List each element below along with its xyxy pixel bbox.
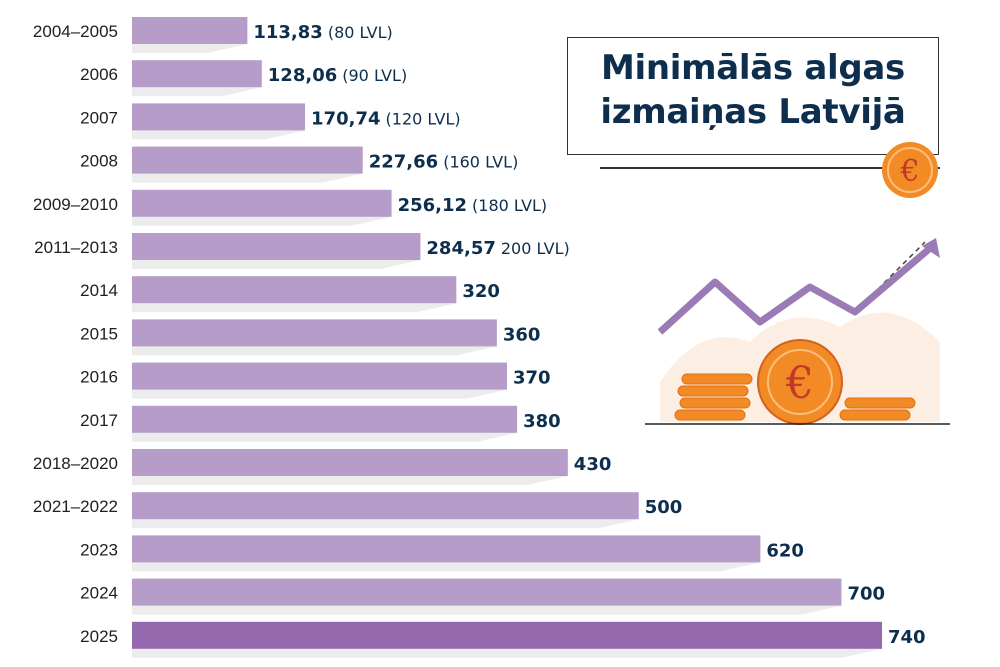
- bar: [132, 578, 842, 606]
- value-label-main: 256,12: [398, 195, 467, 216]
- bar: [132, 362, 507, 390]
- value-label-main: 620: [766, 540, 804, 561]
- title-box-shadow-line: [600, 167, 940, 169]
- value-label: 370: [513, 368, 551, 389]
- value-label: 500: [645, 497, 683, 518]
- category-label: 2017: [80, 411, 118, 430]
- bar: [132, 535, 761, 563]
- value-label-main: 128,06: [268, 65, 337, 86]
- bar-shadow: [132, 216, 392, 226]
- category-label: 2018–2020: [33, 454, 118, 473]
- category-label: 2007: [80, 108, 118, 127]
- value-label-lvl: (120 LVL): [386, 109, 461, 128]
- bar: [132, 146, 363, 174]
- category-label: 2021–2022: [33, 497, 118, 516]
- value-label-lvl: (160 LVL): [443, 153, 518, 172]
- bar-shadow: [132, 648, 882, 658]
- bar-shadow: [132, 346, 497, 356]
- value-label: 620: [766, 540, 804, 561]
- value-label-lvl: (180 LVL): [472, 196, 547, 215]
- value-label: 320: [462, 281, 500, 302]
- value-label: 360: [503, 324, 541, 345]
- bar: [132, 233, 421, 260]
- category-labels: 2004–2005 2006 2007 2008 2009–2010 2011–2013 2…: [33, 22, 118, 646]
- value-label-main: 370: [513, 368, 551, 389]
- bar-shadow: [132, 519, 639, 529]
- value-label: 256,12 (180 LVL): [398, 195, 548, 216]
- value-labels: 113,83 (80 LVL) 128,06 (90 LVL) 170,74 (120 L…: [253, 22, 925, 648]
- category-label: 2016: [80, 368, 118, 387]
- value-label-main: 430: [574, 454, 612, 475]
- category-label: 2025: [80, 627, 118, 646]
- chart-title: Minimālās algas izmaiņas Latvijā: [567, 46, 939, 134]
- bar-shadow: [132, 605, 842, 615]
- bar-shadow: [132, 562, 761, 572]
- svg-text:€: €: [785, 358, 814, 409]
- value-label-main: 284,57: [426, 238, 495, 259]
- value-label: 170,74 (120 LVL): [311, 108, 461, 129]
- value-label-main: 500: [645, 497, 683, 518]
- bar: [132, 189, 392, 217]
- bar-shadow: [132, 130, 306, 140]
- chart-title-line-1: Minimālās algas: [600, 48, 905, 88]
- bar-shadow: [132, 389, 507, 399]
- value-label-main: 320: [462, 281, 500, 302]
- category-label: 2006: [80, 65, 118, 84]
- value-label: 113,83 (80 LVL): [253, 22, 392, 43]
- value-label: 430: [574, 454, 612, 475]
- bar-shadow: [132, 173, 363, 183]
- value-label-lvl: 200 LVL): [501, 239, 570, 258]
- svg-text:€: €: [899, 154, 919, 189]
- bar: [132, 60, 262, 88]
- value-label: 128,06 (90 LVL): [268, 65, 407, 86]
- value-label: 284,57 200 LVL): [426, 238, 569, 259]
- bar: [132, 492, 639, 520]
- value-label-main: 170,74: [311, 108, 380, 129]
- value-label-main: 227,66: [369, 152, 438, 173]
- bar: [132, 103, 306, 131]
- category-label: 2008: [80, 152, 118, 171]
- value-label: 380: [523, 411, 561, 432]
- title-box: [567, 37, 939, 155]
- bar: [132, 449, 568, 476]
- bar: [132, 405, 518, 433]
- category-label: 2015: [80, 324, 118, 343]
- bar: [132, 17, 248, 44]
- bar-shadow: [132, 260, 421, 269]
- euro-coin-icon: €: [882, 142, 938, 198]
- bar-shadow: [132, 303, 457, 313]
- value-label-lvl: (90 LVL): [342, 66, 407, 85]
- bar: [132, 276, 457, 304]
- category-label: 2011–2013: [34, 238, 118, 257]
- value-label: 227,66 (160 LVL): [369, 152, 519, 173]
- rising-arrow-coins-icon: €: [645, 238, 950, 425]
- value-label-main: 740: [888, 627, 926, 648]
- value-label-lvl: (80 LVL): [328, 23, 393, 42]
- value-label-main: 380: [523, 411, 561, 432]
- value-label-main: 700: [847, 584, 885, 605]
- bar: [132, 319, 497, 347]
- value-label-main: 360: [503, 324, 541, 345]
- value-label: 700: [847, 584, 885, 605]
- category-label: 2014: [80, 281, 118, 300]
- category-label: 2023: [80, 540, 118, 559]
- bar-shadow: [132, 432, 518, 442]
- chart-title-line-2: izmaiņas Latvijā: [600, 92, 906, 132]
- value-label-main: 113,83: [253, 22, 322, 43]
- bar-shadow: [132, 476, 568, 485]
- bars: [132, 17, 882, 658]
- bar-shadow: [132, 44, 248, 53]
- bar: [132, 621, 882, 649]
- bar-shadow: [132, 87, 262, 97]
- category-label: 2004–2005: [33, 22, 118, 41]
- category-label: 2009–2010: [33, 195, 118, 214]
- category-label: 2024: [80, 584, 118, 603]
- value-label: 740: [888, 627, 926, 648]
